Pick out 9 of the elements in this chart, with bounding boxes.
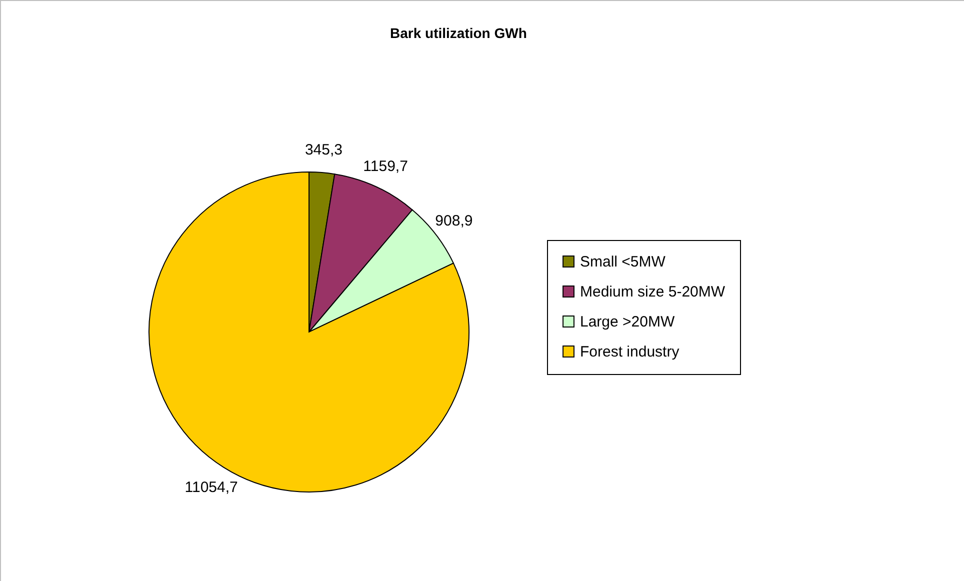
data-label: 908,9 <box>435 212 473 230</box>
data-label: 11054,7 <box>184 478 238 496</box>
legend-label: Small <5MW <box>580 254 666 270</box>
legend-label: Medium size 5-20MW <box>580 284 726 300</box>
chart-title: Bark utilization GWh <box>390 25 527 41</box>
data-label: 1159,7 <box>363 158 408 175</box>
legend-label: Forest industry <box>580 344 680 360</box>
legend-label: Large >20MW <box>580 314 676 330</box>
data-label: 345,3 <box>304 142 342 159</box>
